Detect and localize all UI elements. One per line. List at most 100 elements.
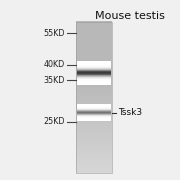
Bar [76, 66, 112, 67]
Bar [76, 105, 112, 106]
Bar [76, 171, 112, 172]
Bar [76, 31, 112, 32]
Bar [76, 118, 111, 119]
Bar [76, 30, 112, 31]
Bar [76, 53, 112, 54]
Bar [76, 101, 112, 102]
Bar [76, 108, 111, 109]
Bar [76, 147, 112, 148]
Bar [76, 22, 112, 23]
Bar [76, 64, 112, 65]
Bar [76, 168, 112, 169]
Bar [76, 148, 112, 149]
Bar [76, 159, 112, 160]
Bar [76, 52, 112, 53]
Bar [76, 91, 112, 92]
Bar [76, 164, 112, 165]
Bar [76, 69, 112, 70]
Bar [76, 123, 112, 124]
Bar [76, 87, 112, 88]
Bar [76, 109, 111, 110]
Bar [76, 136, 112, 137]
Bar [76, 80, 112, 81]
Bar [76, 133, 112, 134]
Bar [76, 64, 111, 65]
Bar [76, 49, 112, 50]
Bar [76, 84, 111, 85]
Bar [76, 44, 112, 45]
Bar [76, 35, 112, 36]
Bar [76, 21, 112, 22]
Bar [76, 111, 111, 112]
Bar [76, 130, 112, 131]
Bar [76, 76, 111, 77]
Bar [76, 48, 112, 49]
Bar [76, 32, 112, 33]
Bar [76, 37, 112, 38]
Bar [76, 132, 112, 134]
Bar [76, 107, 111, 108]
Bar [76, 59, 112, 60]
Bar [76, 160, 112, 161]
Bar [76, 108, 111, 109]
Bar [76, 134, 112, 135]
Bar [76, 63, 111, 64]
Bar [76, 105, 111, 106]
Bar [76, 139, 112, 140]
Bar [76, 47, 112, 48]
Bar [76, 120, 112, 121]
Bar [76, 78, 111, 79]
Bar [76, 105, 111, 106]
Bar [76, 114, 112, 115]
Bar [76, 33, 112, 34]
Bar [76, 63, 112, 64]
Bar [76, 61, 112, 62]
Bar [76, 69, 111, 70]
Bar [76, 162, 112, 163]
Bar [76, 126, 112, 127]
Bar [76, 120, 112, 121]
Bar [76, 165, 112, 166]
Bar [76, 112, 111, 113]
Bar [76, 58, 112, 59]
Bar [76, 40, 112, 41]
Bar [76, 36, 112, 37]
Bar [76, 143, 112, 144]
Bar [76, 83, 111, 84]
Bar [76, 117, 111, 118]
Bar [76, 74, 111, 75]
Bar [76, 149, 112, 150]
Bar [76, 85, 112, 86]
Bar [76, 92, 112, 93]
Bar [76, 114, 111, 115]
Bar [76, 109, 111, 110]
Bar [76, 71, 112, 72]
Bar [76, 144, 112, 145]
Bar [76, 150, 112, 151]
Bar [76, 65, 112, 66]
Bar [76, 41, 112, 42]
Bar [76, 33, 112, 34]
Bar [76, 65, 111, 66]
Bar [76, 96, 112, 97]
Bar [76, 108, 112, 109]
Bar [76, 54, 112, 55]
Bar [76, 128, 112, 129]
Bar [76, 166, 112, 167]
Bar [76, 93, 112, 94]
Bar [76, 49, 112, 50]
Text: Mouse testis: Mouse testis [95, 11, 165, 21]
Bar [76, 155, 112, 156]
Bar [76, 120, 111, 121]
Bar [76, 119, 111, 120]
Bar [76, 61, 111, 62]
Bar [76, 115, 112, 116]
Bar [76, 43, 112, 44]
Bar [76, 82, 111, 83]
Bar [76, 156, 112, 157]
Bar [76, 122, 112, 123]
Bar [76, 140, 112, 141]
Bar [76, 26, 112, 27]
Bar [76, 161, 112, 162]
Bar [76, 146, 112, 147]
